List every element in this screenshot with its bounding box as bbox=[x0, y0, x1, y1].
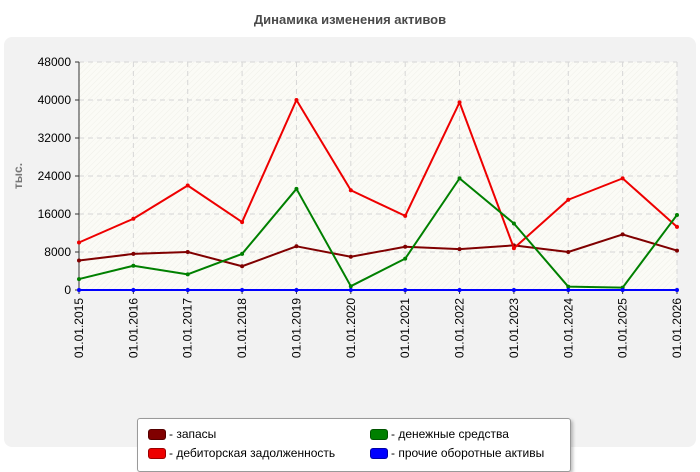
legend-item-prochie: - прочие оборотные активы bbox=[370, 446, 544, 460]
legend-item-debitorskaya: - дебиторская задолженность bbox=[148, 446, 335, 460]
data-point bbox=[294, 288, 299, 292]
data-point bbox=[131, 288, 136, 292]
data-point bbox=[620, 176, 625, 181]
data-point bbox=[294, 186, 299, 191]
y-tick-label: 40000 bbox=[38, 93, 72, 107]
legend: - запасы - дебиторская задолженность - д… bbox=[137, 418, 571, 472]
data-point bbox=[240, 251, 245, 256]
data-point bbox=[240, 220, 245, 225]
data-point bbox=[511, 221, 516, 226]
y-tick-label: 32000 bbox=[38, 131, 72, 145]
y-tick-label: 48000 bbox=[38, 55, 72, 69]
chart-title: Динамика изменения активов bbox=[253, 12, 447, 27]
legend-swatch bbox=[148, 428, 166, 440]
y-tick-label: 16000 bbox=[38, 207, 72, 221]
data-point bbox=[511, 246, 516, 251]
data-point bbox=[77, 240, 81, 245]
data-point bbox=[675, 224, 679, 229]
legend-label: - дебиторская задолженность bbox=[169, 446, 336, 460]
x-tick-label: 01.01.2019 bbox=[289, 298, 303, 358]
data-point bbox=[566, 197, 571, 202]
x-tick-label: 01.01.2017 bbox=[181, 298, 195, 358]
legend-swatch bbox=[148, 447, 166, 459]
x-tick-labels: 01.01.2015 01.01.2016 01.01.2017 01.01.2018… bbox=[72, 290, 684, 358]
data-point bbox=[348, 254, 353, 259]
x-tick-label: 01.01.2024 bbox=[561, 298, 575, 358]
y-tick-label: 8000 bbox=[44, 245, 71, 259]
x-tick-label: 01.01.2021 bbox=[398, 298, 412, 358]
data-point bbox=[185, 183, 190, 188]
y-tick-labels: 0 8000 16000 24000 32000 40000 48000 bbox=[38, 55, 79, 297]
data-point bbox=[77, 277, 81, 282]
data-point bbox=[403, 244, 408, 249]
data-point bbox=[348, 188, 353, 193]
y-axis-label: тыс. bbox=[11, 163, 25, 189]
data-point bbox=[620, 232, 625, 237]
series-line bbox=[78, 99, 678, 250]
x-tick-label: 01.01.2025 bbox=[616, 298, 630, 358]
data-point bbox=[403, 213, 408, 218]
legend-label: - денежные средства bbox=[391, 427, 509, 441]
series-line bbox=[78, 233, 678, 268]
data-point bbox=[620, 288, 625, 292]
data-point bbox=[240, 288, 245, 292]
y-tick-label: 24000 bbox=[38, 169, 72, 183]
data-point bbox=[457, 288, 462, 292]
data-point bbox=[131, 263, 136, 268]
data-point bbox=[675, 288, 679, 292]
legend-label: - запасы bbox=[169, 427, 217, 441]
x-tick-label: 01.01.2016 bbox=[126, 298, 140, 358]
data-point bbox=[511, 288, 516, 292]
x-tick-label: 01.01.2015 bbox=[72, 298, 86, 358]
chart-panel: 0 8000 16000 24000 32000 40000 48000 01.01.201… bbox=[4, 37, 696, 472]
x-tick-label: 01.01.2023 bbox=[507, 298, 521, 358]
data-point bbox=[185, 288, 190, 292]
data-point bbox=[566, 284, 571, 289]
data-point bbox=[457, 100, 462, 105]
legend-label: - прочие оборотные активы bbox=[391, 446, 545, 460]
legend-swatch bbox=[370, 447, 388, 459]
data-point bbox=[131, 251, 136, 256]
data-point bbox=[294, 244, 299, 249]
data-point bbox=[77, 258, 81, 263]
data-point bbox=[185, 272, 190, 277]
series-lines bbox=[77, 98, 679, 292]
data-point bbox=[457, 247, 462, 252]
data-point bbox=[131, 216, 136, 221]
data-point bbox=[566, 288, 571, 292]
y-tick-label: 0 bbox=[64, 283, 71, 297]
data-point bbox=[294, 98, 299, 102]
data-point bbox=[457, 176, 462, 181]
data-point bbox=[403, 288, 408, 292]
x-tick-label: 01.01.2020 bbox=[344, 298, 358, 358]
legend-swatch bbox=[370, 428, 388, 440]
data-point bbox=[566, 250, 571, 254]
data-point bbox=[77, 288, 81, 292]
x-tick-label: 01.01.2022 bbox=[453, 298, 467, 358]
data-point bbox=[185, 250, 190, 254]
legend-item-zapasy: - запасы bbox=[148, 427, 216, 441]
x-tick-label: 01.01.2018 bbox=[235, 298, 249, 358]
data-point bbox=[403, 256, 408, 261]
data-point bbox=[348, 288, 353, 292]
x-tick-label: 01.01.2026 bbox=[670, 298, 684, 358]
plot-area: 0 8000 16000 24000 32000 40000 48000 01.01.201… bbox=[11, 55, 684, 358]
data-point bbox=[675, 212, 679, 217]
data-point bbox=[240, 264, 245, 269]
data-point bbox=[675, 248, 679, 253]
legend-item-denezhnye: - денежные средства bbox=[370, 427, 509, 441]
data-point bbox=[348, 284, 353, 289]
series-line bbox=[78, 177, 678, 289]
